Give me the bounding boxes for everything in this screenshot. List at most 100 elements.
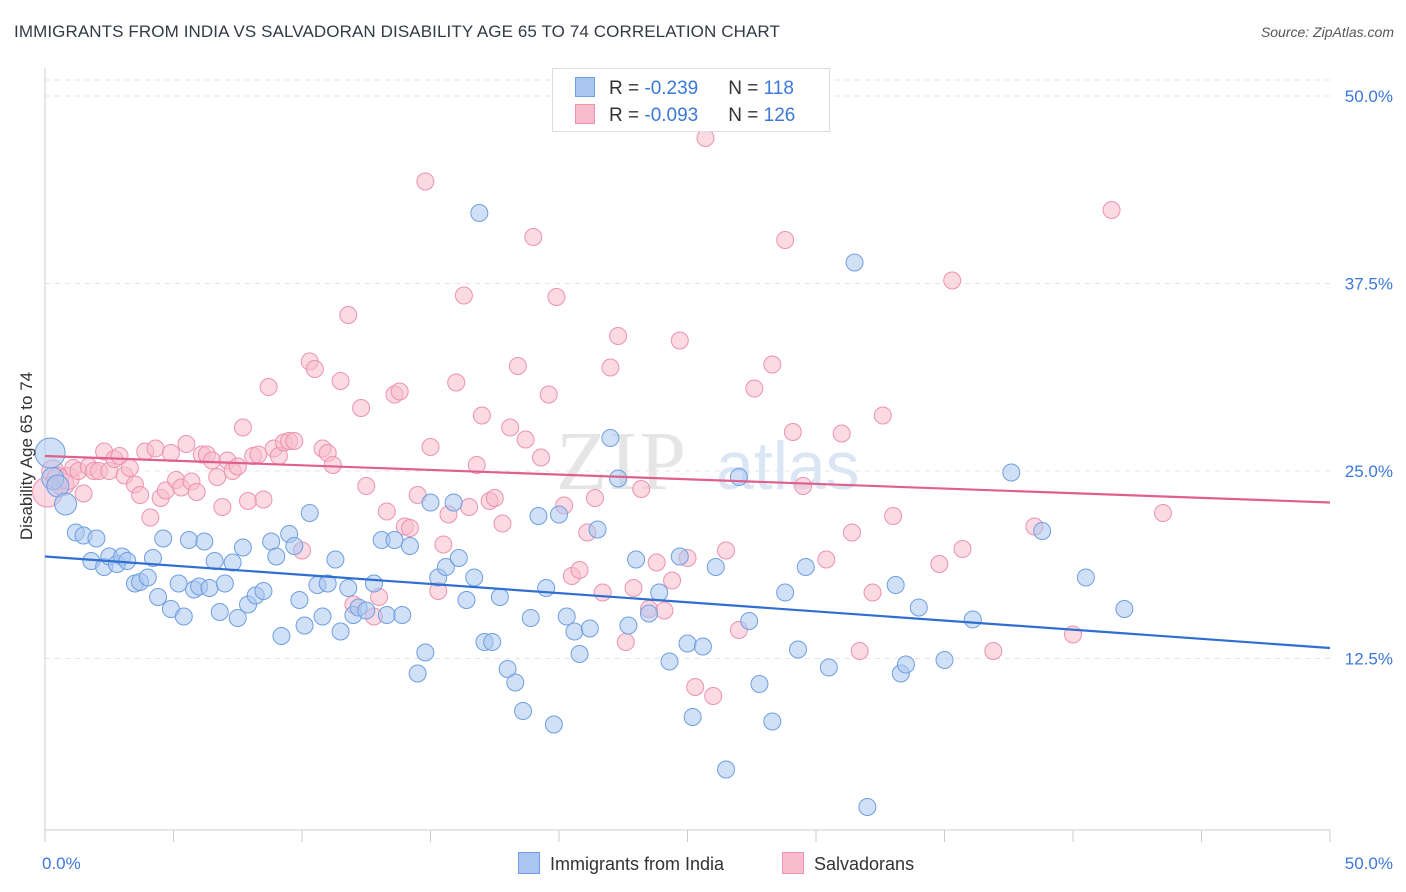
watermark-atlas: atlas [716, 428, 860, 504]
legend-r-label: R = [609, 78, 645, 99]
point-salvadorans [352, 399, 371, 417]
point-salvadorans [331, 372, 350, 390]
point-india [416, 643, 435, 662]
source-label: Source: ZipAtlas.com [1260, 24, 1394, 40]
point-india [529, 507, 548, 525]
trend-line-india [44, 555, 1331, 650]
point-salvadorans [609, 327, 628, 345]
chart-title: IMMIGRANTS FROM INDIA VS SALVADORAN DISA… [14, 22, 780, 41]
point-india [200, 579, 219, 597]
correlation-legend: R = -0.239 N = 118 R = -0.093 N = 126 [552, 68, 830, 132]
point-salvadorans [655, 601, 674, 620]
point-salvadorans [203, 451, 222, 470]
point-salvadorans [532, 448, 551, 467]
y-tick-label: 37.5% [1345, 275, 1393, 294]
point-india [490, 588, 509, 606]
legend-swatch-salvadorans [575, 104, 595, 124]
point-india [537, 579, 556, 597]
point-india [262, 532, 281, 551]
point-india [609, 469, 628, 488]
point-salvadorans [239, 492, 258, 510]
point-salvadorans [454, 286, 473, 305]
point-india [729, 468, 748, 486]
x-tick-label: 50.0% [1345, 854, 1393, 873]
point-salvadorans [187, 483, 206, 501]
point-salvadorans [624, 579, 643, 597]
point-india [776, 583, 795, 602]
point-salvadorans [884, 507, 903, 525]
trend-line-salvadorans [44, 454, 1331, 504]
legend-r-value-india: -0.239 [644, 78, 699, 99]
point-salvadorans [493, 514, 512, 533]
point-salvadorans [547, 288, 566, 306]
point-salvadorans [208, 468, 227, 486]
point-salvadorans [357, 477, 376, 495]
bottom-legend-salvadorans: Salvadorans [782, 852, 914, 875]
legend-n-value-india: 118 [763, 78, 794, 99]
point-india [54, 492, 78, 516]
point-india [627, 550, 646, 569]
point-india [285, 537, 304, 555]
point-india [1002, 463, 1021, 482]
point-india [195, 532, 214, 551]
point-india [1115, 600, 1134, 618]
legend-swatch-india [575, 77, 595, 97]
point-india [506, 673, 525, 692]
point-india [210, 603, 229, 621]
point-india [580, 619, 599, 638]
point-salvadorans [832, 424, 851, 443]
point-india [34, 437, 66, 469]
point-salvadorans [539, 385, 558, 404]
point-india [683, 708, 702, 726]
point-india [290, 591, 309, 609]
point-salvadorans [228, 457, 247, 476]
point-india [670, 547, 689, 566]
point-india [588, 520, 607, 539]
point-india [796, 558, 815, 576]
point-india [87, 529, 106, 548]
point-india [550, 505, 568, 524]
point-india [254, 582, 273, 600]
point-salvadorans [776, 231, 795, 249]
point-india [138, 568, 157, 587]
point-salvadorans [233, 418, 252, 437]
point-salvadorans [943, 271, 962, 290]
bottom-legend-swatch-india [518, 852, 540, 874]
point-salvadorans [632, 480, 651, 498]
point-salvadorans [249, 445, 268, 464]
point-salvadorans [131, 486, 150, 504]
legend-n-value-salvadorans: 126 [763, 105, 796, 126]
legend-row-india: R = -0.239 N = 118 [575, 77, 794, 101]
point-india [544, 715, 563, 734]
point-india [143, 549, 162, 567]
point-salvadorans [601, 358, 620, 377]
point-salvadorans [259, 378, 278, 396]
point-salvadorans [390, 382, 409, 401]
point-salvadorans [670, 331, 689, 350]
legend-n-label: N = [728, 78, 764, 99]
bottom-legend-label-india: Immigrants from India [550, 854, 725, 874]
point-salvadorans [663, 571, 682, 590]
point-india [498, 660, 517, 678]
point-salvadorans [485, 489, 504, 507]
point-salvadorans [794, 477, 813, 495]
point-india [421, 493, 440, 512]
point-india [935, 651, 954, 669]
point-india [228, 609, 247, 627]
point-salvadorans [593, 583, 612, 602]
point-salvadorans [696, 129, 715, 147]
point-india [963, 610, 982, 629]
point-india [393, 606, 412, 624]
point-salvadorans [647, 553, 666, 572]
point-india [845, 253, 864, 272]
point-salvadorans [745, 379, 764, 398]
point-india [169, 574, 188, 593]
point-india [149, 588, 168, 606]
point-india [483, 633, 502, 651]
point-salvadorans [472, 406, 491, 425]
point-india [896, 655, 915, 674]
watermark-zip: ZIP [556, 415, 688, 508]
point-india [565, 622, 584, 641]
point-india [436, 558, 455, 576]
